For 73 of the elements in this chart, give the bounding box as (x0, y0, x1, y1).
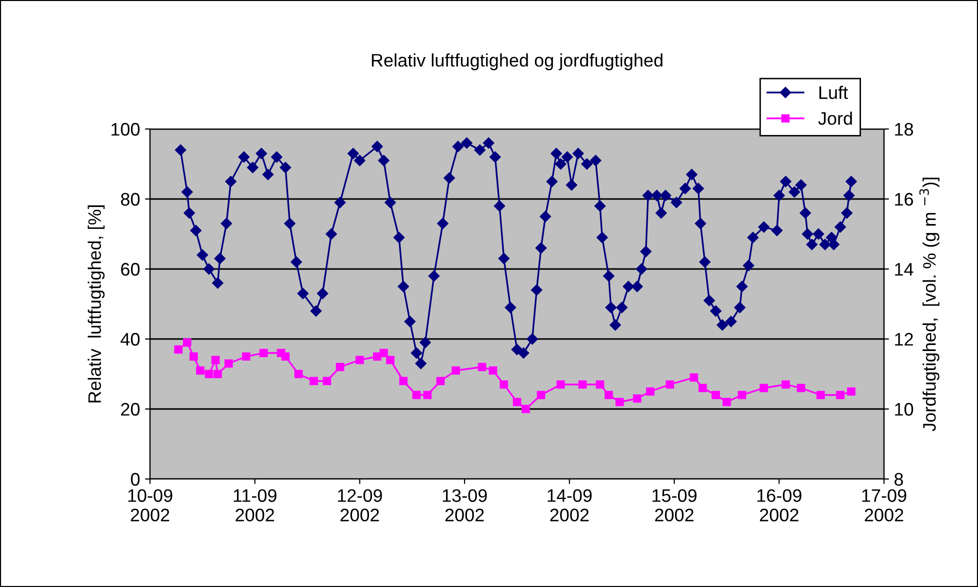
y2-tick-label: 16 (895, 192, 914, 206)
point (281, 352, 290, 361)
point (259, 348, 268, 358)
point (399, 376, 408, 386)
point (596, 380, 604, 389)
point (452, 366, 460, 375)
point (436, 376, 445, 386)
point (536, 390, 546, 400)
point (646, 387, 654, 396)
point (796, 384, 806, 392)
x-tick-label: 14-09 2002 (548, 489, 592, 522)
legend-label: Luft (819, 86, 848, 100)
point (698, 384, 707, 392)
point (522, 404, 530, 414)
point (174, 345, 183, 354)
point (512, 398, 522, 406)
point (214, 370, 222, 378)
point (224, 359, 233, 368)
point (322, 376, 332, 386)
x-tick-label: 13-09 2002 (442, 489, 487, 522)
x-tick-label: 16-09 2002 (757, 489, 802, 522)
point (816, 390, 825, 400)
y-axis-title: Relativ luftfugtighed, [%] (88, 205, 105, 402)
point (336, 362, 344, 372)
point (760, 384, 768, 392)
chart-title: Relativ luftfugtighed og jordfugtighed (372, 53, 662, 70)
point (182, 338, 192, 347)
point (836, 390, 844, 400)
point (712, 390, 720, 400)
x-tick-label: 15-09 2002 (652, 489, 697, 522)
point (204, 370, 214, 378)
point (412, 390, 421, 400)
point (211, 356, 220, 364)
point (500, 380, 508, 389)
point (294, 370, 303, 378)
point (556, 380, 565, 389)
x-tick-label: 10-09 2002 (128, 489, 172, 522)
point (738, 390, 746, 400)
point (242, 352, 250, 361)
y-tick-label: 20 (121, 402, 140, 416)
y2-tick-label: 12 (895, 332, 913, 346)
legend-label: Jord (818, 112, 852, 125)
y-tick-label: 100 (112, 122, 140, 136)
x-tick-label: 12-09 2002 (338, 489, 382, 522)
point (632, 394, 642, 403)
point (847, 387, 856, 396)
point (666, 380, 674, 389)
point (488, 366, 498, 375)
x-tick-label: 11-09 2002 (234, 489, 276, 522)
x-tick-label: 17-09 2002 (862, 489, 906, 522)
point (423, 390, 432, 400)
point (616, 398, 624, 406)
point (380, 348, 388, 358)
y2-tick-label: 14 (895, 263, 914, 276)
y2-tick-label: 18 (895, 122, 914, 136)
point (386, 356, 394, 364)
point (196, 366, 204, 375)
y-tick-label: 40 (120, 332, 140, 346)
y-tick-label: 80 (120, 192, 140, 206)
y-tick-label: 60 (121, 262, 140, 276)
y2-axis-title: Jordfugtighed, [vol. % (g m $^{−3}$)] (919, 178, 940, 432)
y-tick-label: 0 (130, 472, 140, 486)
point (478, 362, 486, 372)
point (690, 373, 698, 382)
point (578, 380, 587, 389)
y2-tick-label: 10 (895, 402, 914, 416)
y2-tick-label: 8 (894, 472, 903, 486)
point (782, 380, 790, 389)
point (356, 356, 364, 364)
point (722, 398, 731, 406)
point (190, 352, 198, 361)
point (604, 390, 613, 400)
point (310, 376, 318, 386)
